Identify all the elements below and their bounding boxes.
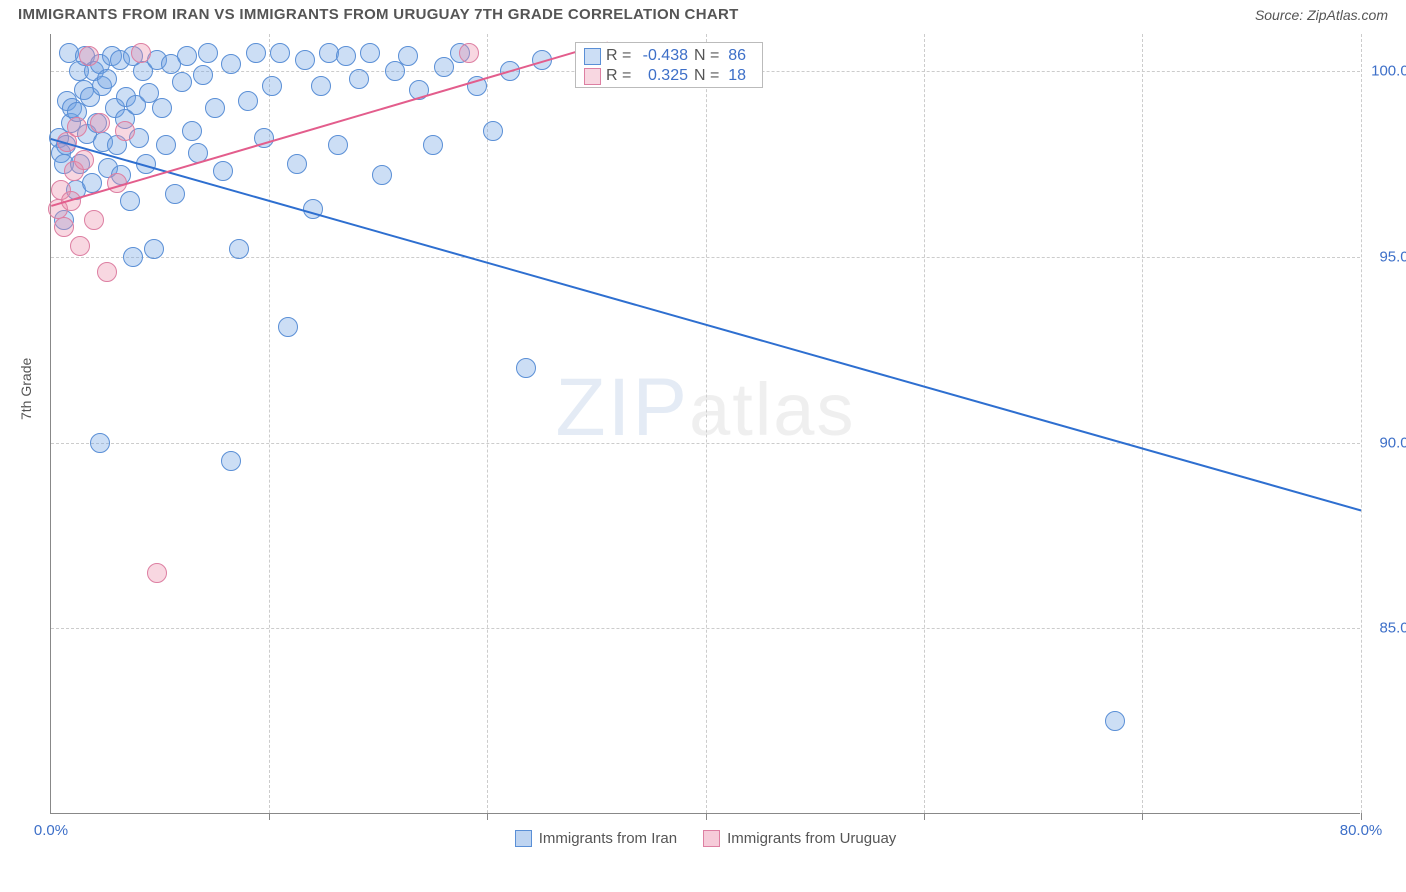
legend-n-value: 18 xyxy=(722,67,752,85)
legend-swatch xyxy=(515,830,532,847)
data-point xyxy=(287,154,307,174)
data-point xyxy=(262,76,282,96)
scatter-chart: ZIPatlas 85.0%90.0%95.0%100.0%0.0%80.0%R… xyxy=(50,34,1360,814)
data-point xyxy=(144,239,164,259)
data-point xyxy=(295,50,315,70)
data-point xyxy=(152,98,172,118)
data-point xyxy=(246,43,266,63)
data-point xyxy=(115,121,135,141)
data-point xyxy=(131,43,151,63)
gridline-v xyxy=(487,34,488,813)
legend-item: Immigrants from Uruguay xyxy=(703,830,896,847)
y-tick-label: 100.0% xyxy=(1371,63,1406,80)
y-tick-label: 90.0% xyxy=(1379,434,1406,451)
gridline-v xyxy=(1361,34,1362,813)
data-point xyxy=(172,72,192,92)
data-point xyxy=(54,217,74,237)
data-point xyxy=(459,43,479,63)
legend-r-label: R = xyxy=(606,47,634,65)
x-tick-mark xyxy=(706,813,707,820)
y-tick-label: 95.0% xyxy=(1379,248,1406,265)
data-point xyxy=(328,135,348,155)
data-point xyxy=(120,191,140,211)
data-point xyxy=(213,161,233,181)
data-point xyxy=(349,69,369,89)
data-point xyxy=(221,54,241,74)
data-point xyxy=(74,150,94,170)
data-point xyxy=(67,117,87,137)
data-point xyxy=(1105,711,1125,731)
data-point xyxy=(229,239,249,259)
chart-title: IMMIGRANTS FROM IRAN VS IMMIGRANTS FROM … xyxy=(18,6,739,23)
x-tick-mark xyxy=(1142,813,1143,820)
data-point xyxy=(193,65,213,85)
gridline-v xyxy=(706,34,707,813)
data-point xyxy=(372,165,392,185)
data-point xyxy=(221,451,241,471)
y-axis-label: 7th Grade xyxy=(18,358,34,420)
legend-item: Immigrants from Iran xyxy=(515,830,677,847)
data-point xyxy=(177,46,197,66)
legend-r-value: -0.438 xyxy=(634,47,694,65)
data-point xyxy=(278,317,298,337)
data-point xyxy=(434,57,454,77)
x-tick-mark xyxy=(487,813,488,820)
x-tick-mark xyxy=(924,813,925,820)
data-point xyxy=(516,358,536,378)
data-point xyxy=(84,210,104,230)
data-point xyxy=(97,262,117,282)
data-point xyxy=(336,46,356,66)
data-point xyxy=(123,247,143,267)
data-point xyxy=(270,43,290,63)
bottom-legend: Immigrants from Iran Immigrants from Urug… xyxy=(51,830,1360,847)
x-tick-mark xyxy=(1361,813,1362,820)
chart-source: Source: ZipAtlas.com xyxy=(1255,7,1388,23)
legend-n-label: N = xyxy=(694,67,722,85)
legend-n-label: N = xyxy=(694,47,722,65)
correlation-legend: R =-0.438N =86 R =0.325N =18 xyxy=(575,42,763,88)
data-point xyxy=(156,135,176,155)
data-point xyxy=(79,46,99,66)
gridline-v xyxy=(269,34,270,813)
legend-r-label: R = xyxy=(606,67,634,85)
x-tick-mark xyxy=(269,813,270,820)
data-point xyxy=(238,91,258,111)
data-point xyxy=(97,69,117,89)
legend-r-value: 0.325 xyxy=(634,67,694,85)
data-point xyxy=(165,184,185,204)
legend-swatch xyxy=(703,830,720,847)
data-point xyxy=(70,236,90,256)
gridline-v xyxy=(924,34,925,813)
data-point xyxy=(360,43,380,63)
data-point xyxy=(398,46,418,66)
data-point xyxy=(82,173,102,193)
data-point xyxy=(182,121,202,141)
data-point xyxy=(205,98,225,118)
legend-n-value: 86 xyxy=(722,47,752,65)
data-point xyxy=(311,76,331,96)
data-point xyxy=(198,43,218,63)
legend-label: Immigrants from Iran xyxy=(539,830,677,847)
data-point xyxy=(90,433,110,453)
legend-swatch xyxy=(584,68,601,85)
data-point xyxy=(423,135,443,155)
legend-label: Immigrants from Uruguay xyxy=(727,830,896,847)
legend-swatch xyxy=(584,48,601,65)
gridline-v xyxy=(1142,34,1143,813)
data-point xyxy=(483,121,503,141)
data-point xyxy=(147,563,167,583)
data-point xyxy=(90,113,110,133)
y-tick-label: 85.0% xyxy=(1379,620,1406,637)
